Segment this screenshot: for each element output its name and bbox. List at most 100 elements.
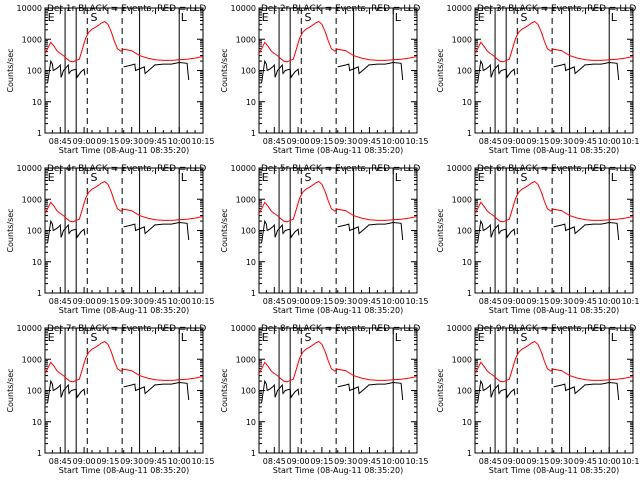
lld-series-line: [44, 20, 204, 63]
x-tick-label: 09:15: [526, 137, 549, 146]
x-tick-label: 10:00: [168, 457, 191, 466]
panel-title: Det 1r BLACK = Events, RED = LLD: [47, 4, 206, 14]
y-tick-label: 1000: [236, 355, 256, 364]
y-tick-label: 1: [37, 289, 42, 298]
y-tick-label: 1000: [22, 195, 42, 204]
lld-series-line: [474, 340, 634, 383]
x-tick-label: 09:45: [574, 297, 597, 306]
x-tick-label: 08:45: [49, 457, 72, 466]
panel-7: Det 7r BLACK = Events, RED = LLD 1 10 100 10…: [6, 324, 215, 475]
y-tick-label: 10: [462, 418, 472, 427]
interval-label: L: [611, 171, 618, 184]
x-tick-label: 09:45: [144, 297, 167, 306]
x-tick-label: 08:45: [479, 137, 502, 146]
interval-label: S: [520, 171, 527, 184]
interval-label: S: [520, 331, 527, 344]
x-axis-label: Start Time (08-Aug-11 08:35:20): [489, 306, 620, 315]
y-tick-label: 100: [27, 227, 42, 236]
x-tick-label: 09:30: [550, 137, 573, 146]
y-axis-label: Counts/sec: [6, 48, 15, 92]
interval-label: L: [395, 331, 402, 344]
x-tick-label: 09:15: [96, 137, 119, 146]
y-tick-label: 10000: [447, 164, 472, 173]
y-tick-label: 10: [32, 98, 42, 107]
x-tick-label: 09:45: [574, 457, 597, 466]
events-series-line: [477, 219, 516, 243]
interval-label: S: [90, 331, 97, 344]
events-series-line: [123, 61, 190, 80]
interval-label: E: [262, 11, 269, 24]
events-series-line: [553, 381, 620, 400]
y-tick-label: 100: [241, 227, 256, 236]
events-series-line: [261, 59, 300, 83]
y-tick-label: 1000: [236, 195, 256, 204]
events-series-line: [261, 379, 300, 403]
panel-3: Det 3r BLACK = Events, RED = LLD 1 10 100 10…: [436, 4, 640, 155]
x-tick-label: 10:15: [621, 297, 640, 306]
events-series-line: [47, 59, 86, 83]
y-tick-label: 1: [37, 449, 42, 458]
events-series-line: [337, 61, 404, 80]
y-tick-label: 1000: [452, 195, 472, 204]
y-tick-label: 1000: [452, 355, 472, 364]
y-tick-label: 10000: [447, 324, 472, 333]
x-tick-label: 10:00: [382, 297, 405, 306]
x-axis-label: Start Time (08-Aug-11 08:35:20): [59, 306, 190, 315]
x-tick-label: 09:30: [550, 297, 573, 306]
events-series-line: [477, 379, 516, 403]
x-axis-label: Start Time (08-Aug-11 08:35:20): [59, 146, 190, 155]
x-axis-label: Start Time (08-Aug-11 08:35:20): [273, 306, 404, 315]
panel-title: Det 6r BLACK = Events, RED = LLD: [477, 164, 636, 174]
y-tick-label: 1000: [236, 35, 256, 44]
y-tick-label: 1: [251, 289, 256, 298]
x-axis-label: Start Time (08-Aug-11 08:35:20): [59, 466, 190, 475]
panel-title: Det 2r BLACK = Events, RED = LLD: [261, 4, 420, 14]
x-tick-label: 09:15: [310, 137, 333, 146]
x-axis-label: Start Time (08-Aug-11 08:35:20): [489, 466, 620, 475]
y-tick-label: 10000: [231, 164, 256, 173]
x-tick-label: 09:00: [287, 297, 310, 306]
lld-series-line: [258, 180, 418, 223]
y-axis-label: Counts/sec: [436, 48, 445, 92]
x-tick-label: 08:45: [49, 137, 72, 146]
x-axis-label: Start Time (08-Aug-11 08:35:20): [489, 146, 620, 155]
y-axis-label: Counts/sec: [220, 48, 229, 92]
lld-series-line: [44, 180, 204, 223]
interval-label: L: [395, 11, 402, 24]
x-tick-label: 10:15: [621, 137, 640, 146]
x-tick-label: 09:45: [358, 137, 381, 146]
x-tick-label: 10:00: [382, 457, 405, 466]
x-tick-label: 10:15: [191, 297, 214, 306]
x-tick-label: 09:00: [503, 137, 526, 146]
y-tick-label: 100: [241, 67, 256, 76]
y-tick-label: 10: [462, 258, 472, 267]
x-tick-label: 09:30: [120, 297, 143, 306]
interval-label: E: [262, 171, 269, 184]
x-tick-label: 09:15: [96, 457, 119, 466]
y-tick-label: 10000: [17, 164, 42, 173]
x-tick-label: 10:00: [382, 137, 405, 146]
x-tick-label: 09:45: [144, 137, 167, 146]
x-tick-label: 08:45: [263, 137, 286, 146]
y-tick-label: 10: [32, 258, 42, 267]
y-axis-label: Counts/sec: [436, 208, 445, 252]
x-tick-label: 10:00: [598, 137, 621, 146]
y-tick-label: 1: [37, 129, 42, 138]
x-tick-label: 09:45: [358, 457, 381, 466]
panel-title: Det 5r BLACK = Events, RED = LLD: [261, 164, 420, 174]
x-tick-label: 09:30: [120, 457, 143, 466]
panel-2: Det 2r BLACK = Events, RED = LLD 1 10 100 10…: [220, 4, 429, 155]
y-tick-label: 1: [467, 129, 472, 138]
x-tick-label: 09:00: [287, 457, 310, 466]
x-tick-label: 09:45: [574, 137, 597, 146]
x-tick-label: 10:00: [168, 297, 191, 306]
y-tick-label: 100: [457, 67, 472, 76]
panel-title: Det 4r BLACK = Events, RED = LLD: [47, 164, 206, 174]
y-axis-label: Counts/sec: [220, 208, 229, 252]
y-axis-label: Counts/sec: [6, 368, 15, 412]
events-series-line: [261, 219, 300, 243]
y-axis-label: Counts/sec: [436, 368, 445, 412]
events-series-line: [337, 221, 404, 240]
lld-series-line: [474, 20, 634, 63]
